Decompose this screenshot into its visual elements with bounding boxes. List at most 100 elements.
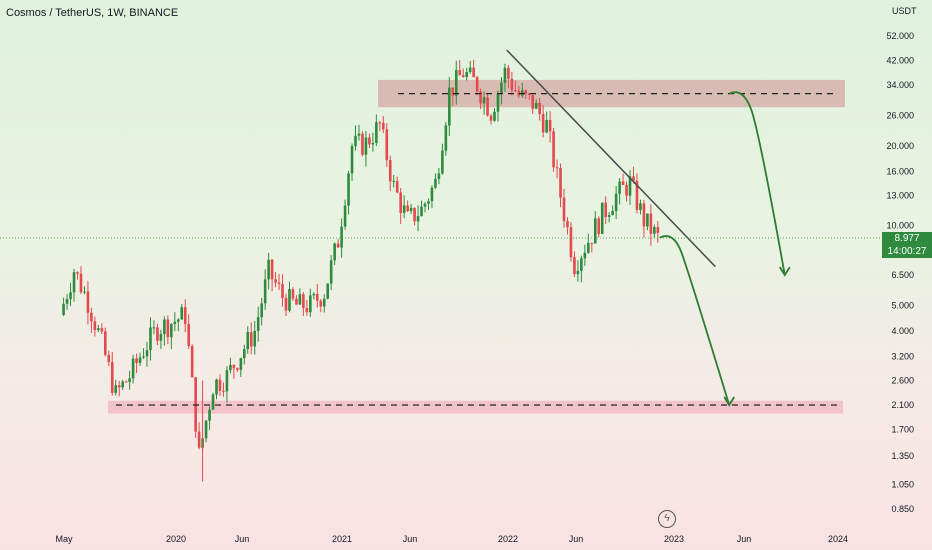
projection-far-arrowhead [779, 266, 791, 277]
candle [461, 68, 465, 78]
candle [336, 239, 340, 248]
candle [163, 316, 166, 346]
candle-body [524, 90, 528, 94]
candle-body [124, 381, 128, 383]
candle [281, 274, 284, 307]
candle [350, 143, 354, 181]
candle-body [382, 122, 385, 130]
candle-body [97, 328, 100, 331]
candle [76, 271, 79, 280]
projection-far [728, 91, 786, 276]
candle [232, 364, 236, 379]
candle [173, 312, 177, 332]
candle [131, 354, 135, 384]
candle-body [302, 294, 305, 309]
candle [545, 111, 548, 134]
price-tick-label: 52.000 [886, 31, 914, 41]
candle [646, 213, 649, 231]
candle [486, 93, 489, 117]
candle [642, 199, 646, 238]
candle-body [409, 207, 413, 212]
candle [656, 220, 660, 243]
time-tick-label: 2024 [828, 534, 848, 544]
candle [138, 352, 142, 367]
candle [413, 207, 416, 226]
candle-body [434, 178, 437, 188]
tradingview-logo-icon[interactable]: ϟ [658, 510, 676, 528]
candle [451, 87, 455, 106]
candle-body [270, 259, 274, 280]
candle-body [517, 90, 521, 96]
price-axis-currency: USDT [892, 6, 917, 16]
candle-body [614, 193, 618, 211]
candle [145, 341, 149, 367]
candle-body [541, 114, 545, 133]
candle-body [315, 293, 319, 301]
candle [117, 380, 121, 397]
candle [607, 212, 611, 223]
candle [472, 59, 475, 78]
candle-body [309, 295, 312, 313]
candle [479, 88, 482, 110]
candle [569, 222, 573, 262]
candle-body [510, 78, 514, 91]
candle [621, 173, 625, 186]
candle-body [117, 385, 121, 388]
candle [114, 379, 118, 396]
candle-body [340, 226, 343, 248]
candle [93, 316, 97, 337]
annotation-zones [108, 79, 845, 414]
candle-body [159, 334, 163, 341]
candle-body [267, 259, 270, 280]
candle [399, 188, 402, 224]
candle [270, 258, 274, 292]
candle [434, 173, 437, 189]
candle-body [451, 87, 455, 96]
candle-body [104, 331, 107, 355]
candle [527, 92, 531, 100]
candle-body [131, 358, 135, 379]
candle [468, 60, 472, 74]
candle-body [500, 82, 503, 94]
candle-body [114, 385, 118, 393]
candle [124, 380, 128, 383]
candle-body [468, 67, 472, 73]
candle-body [236, 368, 239, 370]
candle [135, 353, 138, 374]
candle-body [437, 173, 441, 179]
candle [653, 224, 656, 238]
candle [562, 188, 566, 228]
price-tick-label: 1.350 [891, 451, 914, 461]
candle-body [566, 221, 569, 228]
time-tick-label: Jun [403, 534, 418, 544]
candle [639, 199, 642, 215]
candle-body [128, 378, 131, 382]
candle-body [378, 122, 382, 124]
candle [420, 200, 423, 217]
time-tick-label: 2023 [664, 534, 684, 544]
candle-body [479, 91, 482, 104]
candle [517, 85, 521, 99]
candle [534, 99, 538, 110]
candle-body [420, 206, 423, 217]
price-tick-label: 2.100 [891, 400, 914, 410]
candle [315, 284, 319, 308]
candle-body [263, 279, 267, 304]
candle-body [298, 294, 302, 305]
candle-body [385, 129, 389, 161]
candle-body [86, 291, 90, 313]
candle-body [72, 272, 76, 293]
time-tick-label: 2020 [166, 534, 186, 544]
candle-body [368, 137, 371, 145]
candle [197, 422, 201, 450]
candle-body [343, 205, 347, 227]
candle-body [187, 323, 190, 347]
candle-body [632, 176, 635, 181]
candle-body [305, 308, 309, 313]
candle-body [482, 97, 486, 104]
candle-body [69, 292, 72, 300]
candle [183, 299, 187, 333]
candle-body [496, 93, 500, 112]
candle [347, 170, 350, 215]
